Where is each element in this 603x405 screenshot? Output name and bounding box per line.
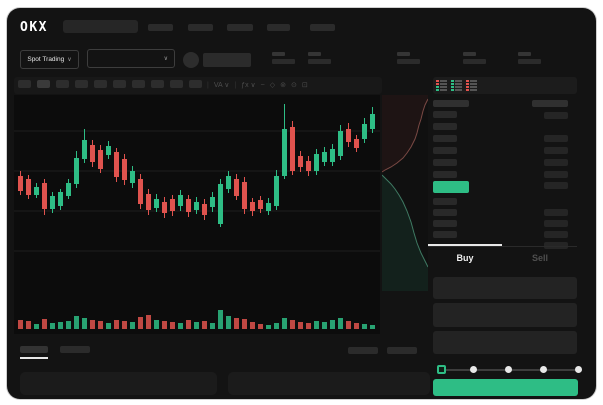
ticker-stat-1 <box>272 52 295 64</box>
chevron-down-icon: ∨ <box>163 55 168 62</box>
ask-price-placeholder[interactable] <box>433 123 457 130</box>
nav-item-2[interactable] <box>188 24 213 31</box>
fullscreen-icon[interactable]: ⊡ <box>301 82 308 89</box>
ask-amount-placeholder[interactable] <box>544 147 568 154</box>
orderbook-header-placeholder[interactable] <box>433 100 469 107</box>
pair-selector-dropdown[interactable]: ∨ <box>87 49 175 68</box>
bid-amount-placeholder[interactable] <box>544 231 568 238</box>
ask-price-placeholder[interactable] <box>433 135 457 142</box>
ticker-stat-3 <box>397 52 420 64</box>
slider-handle[interactable] <box>437 365 446 374</box>
okx-logo: OKX <box>20 20 48 35</box>
ask-amount-placeholder[interactable] <box>544 112 568 119</box>
indicator-dropdown[interactable]: VA ∨ <box>213 82 230 89</box>
tab-buy[interactable]: Buy <box>456 253 474 263</box>
ask-price-placeholder[interactable] <box>433 111 457 118</box>
buy-submit-button[interactable] <box>433 379 578 396</box>
stat-value-placeholder <box>518 59 541 64</box>
slider-stop-3[interactable] <box>540 366 547 373</box>
orderbook-mode-bids[interactable] <box>451 79 464 92</box>
bid-amount-placeholder[interactable] <box>544 209 568 216</box>
bid-amount-placeholder[interactable] <box>544 220 568 227</box>
snapshot-icon[interactable]: ⊚ <box>280 82 286 89</box>
coin-icon <box>183 52 199 68</box>
depth-chart <box>381 95 429 291</box>
nav-item-5[interactable] <box>310 24 335 31</box>
bottom-action-1[interactable] <box>348 347 378 354</box>
bid-price-placeholder[interactable] <box>433 198 457 205</box>
timeframe-button-4[interactable] <box>75 80 88 88</box>
timeframe-button-10[interactable] <box>189 80 202 88</box>
nav-item-1[interactable] <box>148 24 173 31</box>
timeframe-button-9[interactable] <box>170 80 183 88</box>
bottom-action-2[interactable] <box>387 347 417 354</box>
stat-label-placeholder <box>463 52 476 56</box>
tabs-divider <box>428 246 577 247</box>
last-amount-placeholder[interactable] <box>544 182 568 189</box>
slider-stop-1[interactable] <box>470 366 477 373</box>
draw-icon[interactable]: ◇ <box>269 82 276 89</box>
bottom-panel-1 <box>20 372 217 395</box>
chevron-down-icon: ∨ <box>67 56 72 63</box>
nav-item-4[interactable] <box>267 24 290 31</box>
timeframe-button-1[interactable] <box>18 80 31 88</box>
ask-amount-placeholder[interactable] <box>544 159 568 166</box>
bottom-panel-2 <box>228 372 430 395</box>
bid-amount-placeholder[interactable] <box>544 242 568 249</box>
orderbook-header-placeholder[interactable] <box>532 100 568 107</box>
stat-label-placeholder <box>308 52 321 56</box>
stat-label-placeholder <box>272 52 285 56</box>
stat-value-placeholder <box>397 59 420 64</box>
slider-stop-2[interactable] <box>505 366 512 373</box>
line-tools-icon[interactable]: ~ <box>260 81 265 89</box>
orderbook-mode-asks[interactable] <box>466 79 479 92</box>
ask-price-placeholder[interactable] <box>433 171 457 178</box>
stat-label-placeholder <box>518 52 531 56</box>
stat-label-placeholder <box>397 52 410 56</box>
ask-amount-placeholder[interactable] <box>544 135 568 142</box>
bottom-tab-underline <box>20 357 48 359</box>
chart-style-dropdown[interactable]: ƒx ∨ <box>241 82 256 89</box>
timeframe-button-5[interactable] <box>94 80 107 88</box>
market-type-dropdown[interactable]: Spot Trading ∨ <box>20 50 79 69</box>
toolbar-divider: | <box>234 81 237 89</box>
timeframe-button-2[interactable] <box>37 80 50 88</box>
timeframe-button-6[interactable] <box>113 80 126 88</box>
active-tab-underline <box>428 244 502 246</box>
chart-tool-icons: | VA ∨ | ƒx ∨ ~ ◇ ⊚ ⊙ ⊡ <box>207 78 308 92</box>
candlestick-chart[interactable] <box>14 95 380 334</box>
ticker-stat-2 <box>308 52 331 64</box>
toolbar-divider: | <box>207 81 209 89</box>
stat-value-placeholder <box>272 59 295 64</box>
timeframe-button-3[interactable] <box>56 80 69 88</box>
bottom-tab-2[interactable] <box>60 346 90 353</box>
pair-name-placeholder <box>203 53 251 67</box>
bid-price-placeholder[interactable] <box>433 220 457 227</box>
nav-item-3[interactable] <box>227 24 253 31</box>
order-input-3[interactable] <box>433 331 577 354</box>
market-type-label: Spot Trading <box>27 56 65 63</box>
timeframe-button-8[interactable] <box>151 80 164 88</box>
ticker-stat-4 <box>463 52 486 64</box>
ask-price-placeholder[interactable] <box>433 147 457 154</box>
ticker-stat-5 <box>518 52 541 64</box>
bid-price-placeholder[interactable] <box>433 231 457 238</box>
search-input[interactable] <box>63 20 138 33</box>
order-input-2[interactable] <box>433 303 577 327</box>
orderbook-toolbar <box>433 77 577 94</box>
stat-value-placeholder <box>463 59 486 64</box>
stat-value-placeholder <box>308 59 331 64</box>
slider-stop-4[interactable] <box>575 366 582 373</box>
settings-icon[interactable]: ⊙ <box>291 82 297 89</box>
timeframe-button-7[interactable] <box>132 80 145 88</box>
tab-sell[interactable]: Sell <box>531 253 548 263</box>
order-input-1[interactable] <box>433 277 577 299</box>
orderbook-mode-both[interactable] <box>436 79 449 92</box>
ask-price-placeholder[interactable] <box>433 159 457 166</box>
app-window: OKX Spot Trading ∨ ∨ | VA ∨ | ƒx ∨ ~ ◇ ⊚ ⊙ ⊡ Buy… <box>7 8 596 399</box>
bottom-tab-1[interactable] <box>20 346 48 353</box>
ask-amount-placeholder[interactable] <box>544 171 568 178</box>
bid-price-placeholder[interactable] <box>433 209 457 216</box>
last-price-badge[interactable] <box>433 181 469 193</box>
